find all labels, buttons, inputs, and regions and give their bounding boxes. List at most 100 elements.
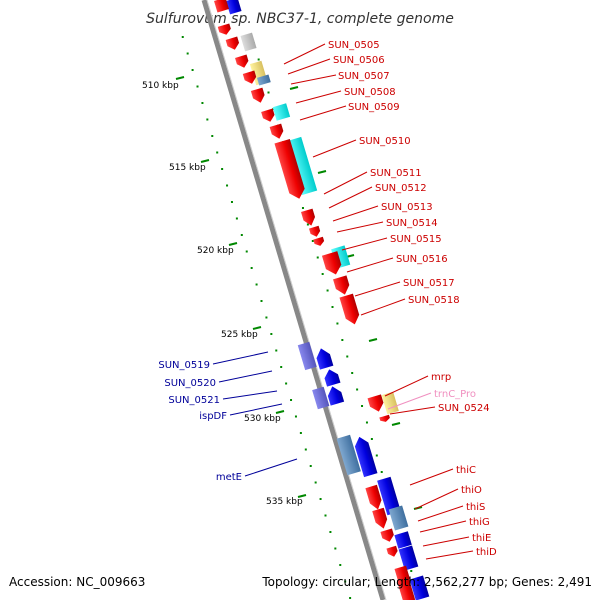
feature-sun-0509-shape — [272, 103, 291, 121]
tick-dot-left — [186, 52, 189, 55]
feature-sun-0507-shape — [256, 74, 271, 86]
gene-label-thiG[interactable]: thiG — [469, 517, 490, 528]
cds-sun-0505-shape — [225, 36, 240, 50]
tick-dot-left — [334, 547, 337, 550]
gene-label-SUN_0515[interactable]: SUN_0515 — [390, 234, 442, 245]
gene-label-SUN_0508[interactable]: SUN_0508 — [344, 87, 396, 98]
major-tick-left — [228, 242, 238, 246]
cds-thio — [372, 507, 388, 529]
leader-line — [384, 375, 429, 397]
gene-label-SUN_0505[interactable]: SUN_0505 — [328, 40, 380, 51]
tick-dot-left — [319, 498, 322, 500]
gene-label-SUN_0506[interactable]: SUN_0506 — [333, 55, 385, 66]
scale-label-530: 530 kbp — [244, 414, 281, 424]
cds-sun-0505 — [225, 36, 240, 50]
feature-sun-0519 — [297, 341, 317, 371]
tick-dot-left — [270, 333, 273, 335]
gene-label-SUN_0511[interactable]: SUN_0511 — [370, 168, 422, 179]
cds-sun-0508-shape — [250, 87, 265, 103]
tick-dot-left — [196, 85, 199, 88]
tick-dot-left — [344, 580, 347, 583]
gene-label-thiS[interactable]: thiS — [466, 502, 485, 513]
feature-mete-shape — [336, 434, 361, 476]
gene-label-SUN_0519[interactable]: SUN_0519 — [158, 360, 210, 371]
tick-dot-left — [304, 448, 307, 451]
gene-label-SUN_0524[interactable]: SUN_0524 — [438, 403, 490, 414]
gene-label-SUN_0518[interactable]: SUN_0518 — [408, 295, 460, 306]
gene-label-SUN_0520[interactable]: SUN_0520 — [164, 378, 216, 389]
cds-sun-0510a-shape — [269, 123, 284, 139]
cds-sun-0520-shape — [324, 369, 341, 387]
tick-dot-left — [181, 36, 184, 38]
tick-dot-right — [316, 256, 319, 259]
gene-label-SUN_0512[interactable]: SUN_0512 — [375, 183, 427, 194]
cds-thig — [380, 528, 394, 542]
cds-sun-0521 — [327, 386, 345, 406]
gene-label-SUN_0509[interactable]: SUN_0509 — [348, 102, 400, 113]
tick-dot-left — [191, 69, 194, 71]
gene-label-SUN_0507[interactable]: SUN_0507 — [338, 71, 390, 82]
scale-label-525: 525 kbp — [221, 330, 258, 340]
cds-sun-0505a — [217, 23, 231, 35]
gene-label-thiD[interactable]: thiD — [476, 547, 497, 558]
tick-dot-left — [235, 217, 238, 220]
gene-label-thiC[interactable]: thiC — [456, 465, 476, 476]
label-leader-lines — [212, 43, 474, 560]
gene-label-thiO[interactable]: thiO — [461, 485, 482, 496]
tick-dot-right — [336, 322, 339, 325]
cds-mrp-shape — [367, 394, 384, 412]
gene-label-SUN_0516[interactable]: SUN_0516 — [396, 254, 448, 265]
cds-thic-fwd — [365, 484, 382, 510]
cds-sun-0524-shape — [379, 414, 390, 422]
major-tick-right — [289, 86, 299, 90]
cds-sun-0513-shape — [313, 236, 325, 246]
cds-thie — [394, 531, 412, 549]
gene-label-ispDF[interactable]: ispDF — [199, 411, 227, 422]
leader-line — [244, 458, 298, 477]
tick-dot-left — [309, 465, 312, 467]
major-tick-left — [200, 159, 210, 163]
cds-thic-shape — [377, 476, 401, 516]
gene-label-SUN_0513[interactable]: SUN_0513 — [381, 202, 433, 213]
cds-sun-0510 — [274, 138, 305, 199]
gene-label-trnC_Pro[interactable]: trnC_Pro — [434, 389, 476, 400]
cds-sun-0510a — [269, 123, 284, 139]
cds-sun-0518 — [339, 293, 360, 325]
leader-line — [218, 370, 273, 383]
cds-sun-0521-shape — [327, 386, 345, 406]
feature-sun-0519-shape — [297, 341, 317, 371]
cds-sun-0507 — [242, 70, 257, 84]
feature-mete — [336, 434, 361, 476]
gene-label-mrp[interactable]: mrp — [431, 372, 451, 383]
cds-sun-0517 — [333, 275, 350, 295]
tick-dot-left — [260, 300, 263, 302]
gene-label-SUN_0517[interactable]: SUN_0517 — [403, 278, 455, 289]
gene-label-metE[interactable]: metE — [216, 472, 242, 483]
tick-dot-left — [290, 399, 293, 401]
gene-label-SUN_0510[interactable]: SUN_0510 — [359, 136, 411, 147]
cds-sun-0508 — [250, 87, 265, 103]
scale-label-520: 520 kbp — [197, 246, 234, 256]
leader-line — [222, 390, 278, 400]
gene-label-thiE[interactable]: thiE — [472, 533, 491, 544]
feature-this-shape — [388, 505, 409, 531]
gene-label-SUN_0514[interactable]: SUN_0514 — [386, 218, 438, 229]
cds-sun-0516-shape — [321, 251, 342, 275]
gene-label-SUN_0521[interactable]: SUN_0521 — [168, 395, 220, 406]
tick-dot-left — [280, 366, 283, 368]
tick-dot-right — [306, 223, 309, 226]
cds-sun-0512 — [308, 225, 321, 237]
cds-sun-0511-shape — [301, 208, 316, 226]
tick-dot-left — [314, 481, 317, 484]
cds-thid-shape — [398, 545, 419, 571]
tick-dot-left — [349, 597, 352, 599]
cds-sun-0506 — [235, 54, 249, 68]
leader-line — [387, 392, 432, 410]
leader-line — [295, 90, 342, 104]
feature-mrp — [381, 391, 399, 415]
tick-dot-left — [329, 531, 332, 533]
leader-line — [328, 186, 373, 209]
tick-dot-left — [216, 151, 219, 154]
tick-dot-right — [361, 405, 364, 407]
cds-sun-0517-shape — [333, 275, 350, 295]
